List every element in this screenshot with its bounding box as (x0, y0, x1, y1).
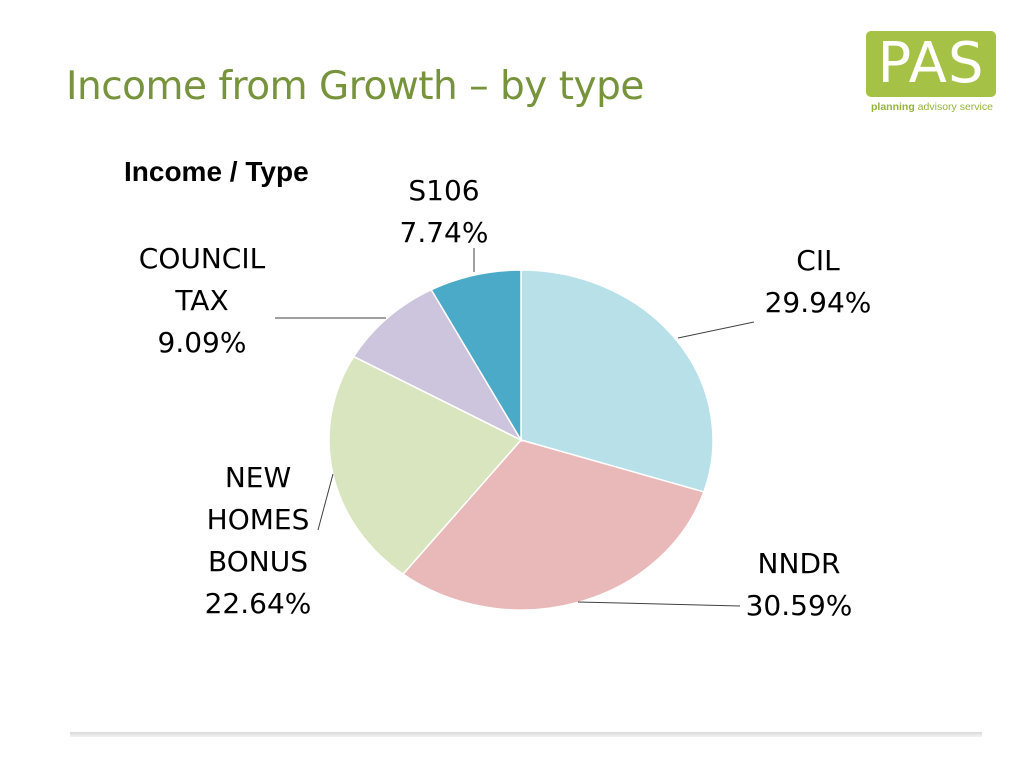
pie-slice-council-tax (352, 288, 523, 442)
logo-badge: PAS (866, 31, 996, 97)
slice-label: S106 7.74% (400, 174, 489, 249)
pie-slice-s106 (430, 269, 522, 443)
slice-label-line: 7.74% (400, 216, 489, 249)
slice-label-line: TAX (174, 284, 228, 317)
logo-subtitle-rest: advisory service (914, 101, 993, 113)
slice-label-line: S106 (408, 174, 479, 207)
footer-divider (70, 732, 982, 737)
slice-label-line: 30.59% (746, 589, 853, 622)
slice-label: CIL 29.94% (765, 244, 872, 319)
slice-labels: CIL 29.94% NNDR 30.59% NEW HOMES BONUS 22.64% CO… (139, 174, 872, 622)
logo-text: PAS (877, 31, 985, 96)
pas-logo: PAS planning advisory service (866, 31, 996, 116)
pie-slices (328, 269, 714, 611)
slice-label-line: HOMES (207, 503, 310, 536)
logo-subtitle-bold: planning (871, 101, 915, 113)
slice-label-line: 22.64% (205, 587, 312, 620)
chart-title: Income / Type (124, 156, 309, 187)
leader-line (677, 321, 755, 339)
slice-label: NNDR 30.59% (746, 547, 853, 622)
slice-label: NEW HOMES BONUS 22.64% (205, 461, 312, 620)
slice-label-line: BONUS (208, 545, 308, 578)
slice-label-line: COUNCIL (139, 242, 266, 275)
leader-line (317, 473, 334, 531)
slice-label-line: CIL (796, 244, 840, 277)
slice-label: COUNCIL TAX 9.09% (139, 242, 266, 359)
leader-line (577, 601, 741, 607)
pie-slice-new-homes-bonus (328, 355, 523, 576)
slice-label-line: NNDR (758, 547, 841, 580)
slice-label-line: 9.09% (158, 326, 247, 359)
logo-subtitle: planning advisory service (866, 101, 998, 113)
leader-lines (275, 248, 755, 607)
slice-label-line: NEW (225, 461, 291, 494)
pie-slice-cil (520, 269, 714, 493)
slide-title: Income from Growth – by type (66, 64, 644, 109)
pie-slice-nndr (401, 439, 705, 611)
slice-label-line: 29.94% (765, 286, 872, 319)
